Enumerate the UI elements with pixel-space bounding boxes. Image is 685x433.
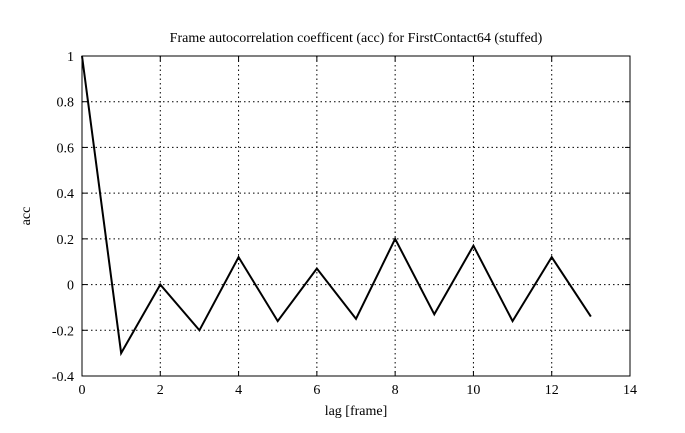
- plot-frame: [81, 55, 631, 377]
- y-tick-label: 0: [67, 279, 74, 294]
- x-tick-label: 0: [79, 383, 86, 398]
- y-tick-label: -0.2: [52, 324, 74, 339]
- x-axis-label: lag [frame]: [325, 404, 388, 419]
- x-tick-label: 14: [623, 383, 637, 398]
- x-tick-label: 12: [545, 383, 559, 398]
- y-axis-label: acc: [19, 207, 34, 226]
- x-tick-label: 2: [157, 383, 164, 398]
- y-tick-label: 0.8: [57, 96, 75, 111]
- x-tick-label: 10: [466, 383, 480, 398]
- x-tick-label: 8: [392, 383, 399, 398]
- y-tick-label: 1: [67, 50, 74, 65]
- x-tick-label: 4: [235, 383, 242, 398]
- y-tick-label: 0.4: [57, 187, 75, 202]
- y-tick-label: -0.4: [52, 370, 74, 385]
- x-tick-label: 6: [313, 383, 320, 398]
- data-line: [81, 55, 592, 357]
- y-tick-label: 0.6: [57, 141, 75, 156]
- chart-title: Frame autocorrelation coefficent (acc) f…: [170, 31, 543, 46]
- y-tick-label: 0.2: [57, 233, 75, 248]
